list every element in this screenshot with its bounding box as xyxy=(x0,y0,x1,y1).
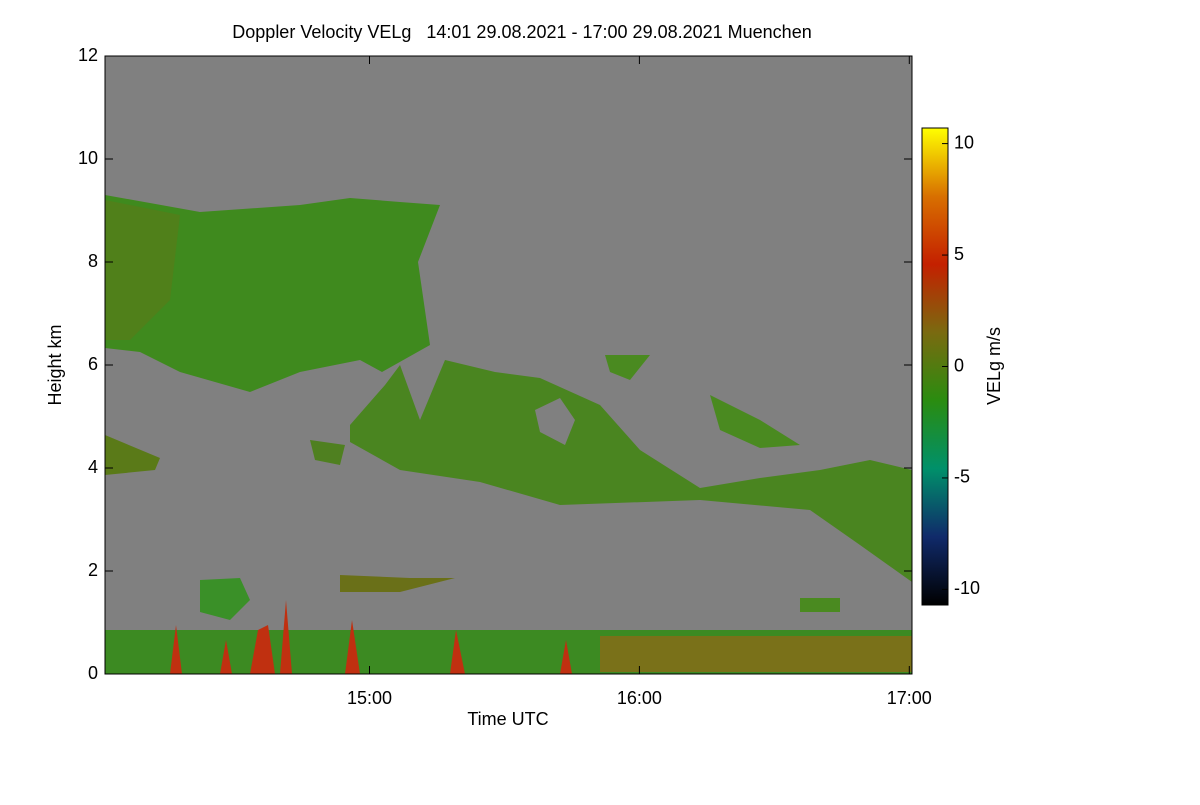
echo-streaks xyxy=(170,600,572,674)
colorbar-tick-label: -10 xyxy=(954,578,980,598)
echo-region xyxy=(710,395,800,448)
echo-region xyxy=(450,630,465,674)
x-tick-label: 16:00 xyxy=(617,688,662,708)
y-tick-label: 12 xyxy=(78,45,98,65)
y-tick-label: 10 xyxy=(78,148,98,168)
echo-region xyxy=(605,355,650,380)
echo-region xyxy=(200,578,250,620)
colorbar-tick-label: 5 xyxy=(954,244,964,264)
echo-region xyxy=(105,195,440,392)
echo-region xyxy=(310,440,345,465)
echo-region xyxy=(345,620,360,674)
x-axis-label: Time UTC xyxy=(467,709,548,729)
x-tick-label: 15:00 xyxy=(347,688,392,708)
y-tick-label: 8 xyxy=(88,251,98,271)
echo-region xyxy=(105,435,160,475)
echo-field xyxy=(105,195,912,674)
echo-region xyxy=(560,640,572,674)
y-tick-label: 4 xyxy=(88,457,98,477)
echo-region xyxy=(250,625,275,674)
echo-region xyxy=(600,636,912,672)
colorbar-tick-label: -5 xyxy=(954,467,970,487)
echo-region xyxy=(170,625,182,674)
colorbar-tick-label: 10 xyxy=(954,132,974,152)
x-tick-label: 17:00 xyxy=(887,688,932,708)
echo-region xyxy=(280,600,292,674)
chart-title: Doppler Velocity VELg 14:01 29.08.2021 -… xyxy=(232,22,811,42)
y-axis-label: Height km xyxy=(45,324,65,405)
echo-region xyxy=(350,360,912,582)
colorbar-tick-label: 0 xyxy=(954,355,964,375)
echo-region xyxy=(535,398,575,445)
y-tick-label: 6 xyxy=(88,354,98,374)
echo-region xyxy=(800,598,840,612)
colorbar-label: VELg m/s xyxy=(984,327,1004,405)
y-tick-label: 2 xyxy=(88,560,98,580)
echo-region xyxy=(105,200,180,340)
echo-region xyxy=(220,640,232,674)
y-tick-label: 0 xyxy=(88,663,98,683)
echo-region xyxy=(340,575,455,592)
